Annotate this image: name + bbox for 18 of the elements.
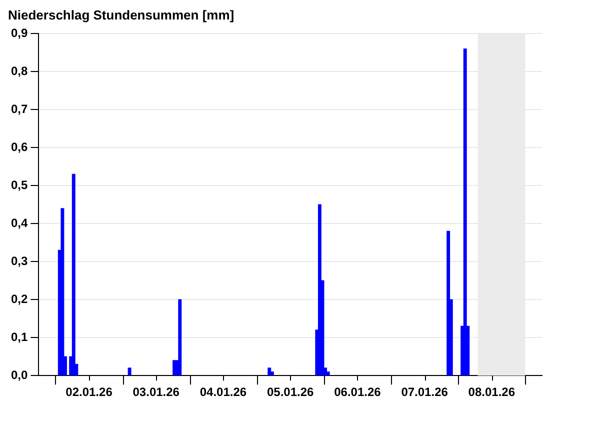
x-tick-label: 08.01.26 — [468, 385, 516, 400]
chart-title: Niederschlag Stundensummen [mm] — [8, 7, 234, 22]
x-tick-label: 06.01.26 — [334, 385, 382, 400]
y-tick-label: 0,0 — [10, 368, 28, 382]
y-tick-label: 0,5 — [10, 178, 28, 192]
y-tick-label: 0,9 — [10, 26, 28, 40]
y-tick-label: 0,3 — [10, 254, 28, 268]
x-tick-label: 07.01.26 — [401, 385, 448, 400]
x-tick-label: 03.01.26 — [132, 385, 180, 400]
y-tick-label: 0,7 — [10, 102, 28, 116]
y-tick-label: 0,2 — [10, 292, 28, 306]
y-tick-label: 0,1 — [10, 330, 28, 344]
y-tick-label: 0,4 — [10, 216, 28, 230]
x-tick-label: 05.01.26 — [266, 385, 314, 400]
x-tick-label: 04.01.26 — [200, 385, 247, 400]
y-tick-label: 0,8 — [10, 64, 28, 78]
y-tick-label: 0,6 — [10, 140, 28, 154]
x-tick-label: 02.01.26 — [66, 385, 113, 400]
